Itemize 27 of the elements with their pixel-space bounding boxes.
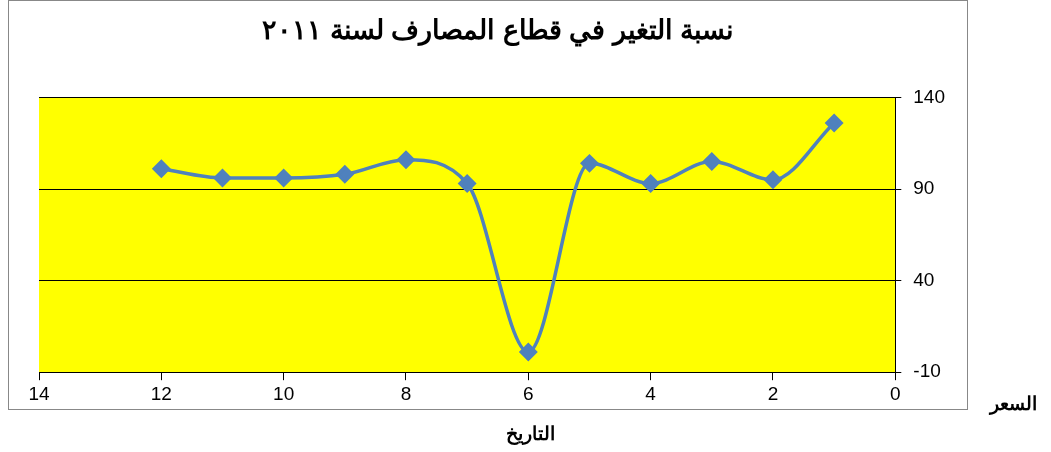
- y-tick-label: 40: [913, 268, 935, 290]
- x-axis-title: التاريخ: [504, 422, 556, 445]
- point: [764, 171, 782, 189]
- point: [458, 174, 476, 193]
- y-tick-label: 140: [913, 85, 945, 107]
- x-tick-label: 6: [523, 382, 534, 404]
- y-axis-title: السعر: [990, 392, 1037, 415]
- y-tick-label: -10: [913, 360, 941, 382]
- point: [641, 174, 660, 193]
- point: [213, 169, 232, 187]
- x-tick-label: 12: [150, 382, 172, 404]
- y-tick-label: 90: [913, 177, 935, 199]
- point: [519, 343, 538, 361]
- point: [152, 160, 171, 178]
- point: [825, 114, 843, 132]
- x-tick-label: 2: [767, 382, 779, 404]
- x-tick-label: 14: [28, 382, 50, 404]
- point: [336, 165, 354, 184]
- x-tick-label: 8: [400, 382, 412, 404]
- point: [274, 169, 293, 187]
- x-tick-label: 4: [645, 382, 657, 404]
- point: [580, 154, 599, 173]
- point: [397, 150, 415, 169]
- chart-title: نسبة التغير في قطاع المصارف لسنة ٢٠١١: [261, 14, 735, 47]
- point: [703, 152, 721, 171]
- x-tick-label: 10: [273, 382, 295, 404]
- x-tick-label: 0: [890, 382, 901, 404]
